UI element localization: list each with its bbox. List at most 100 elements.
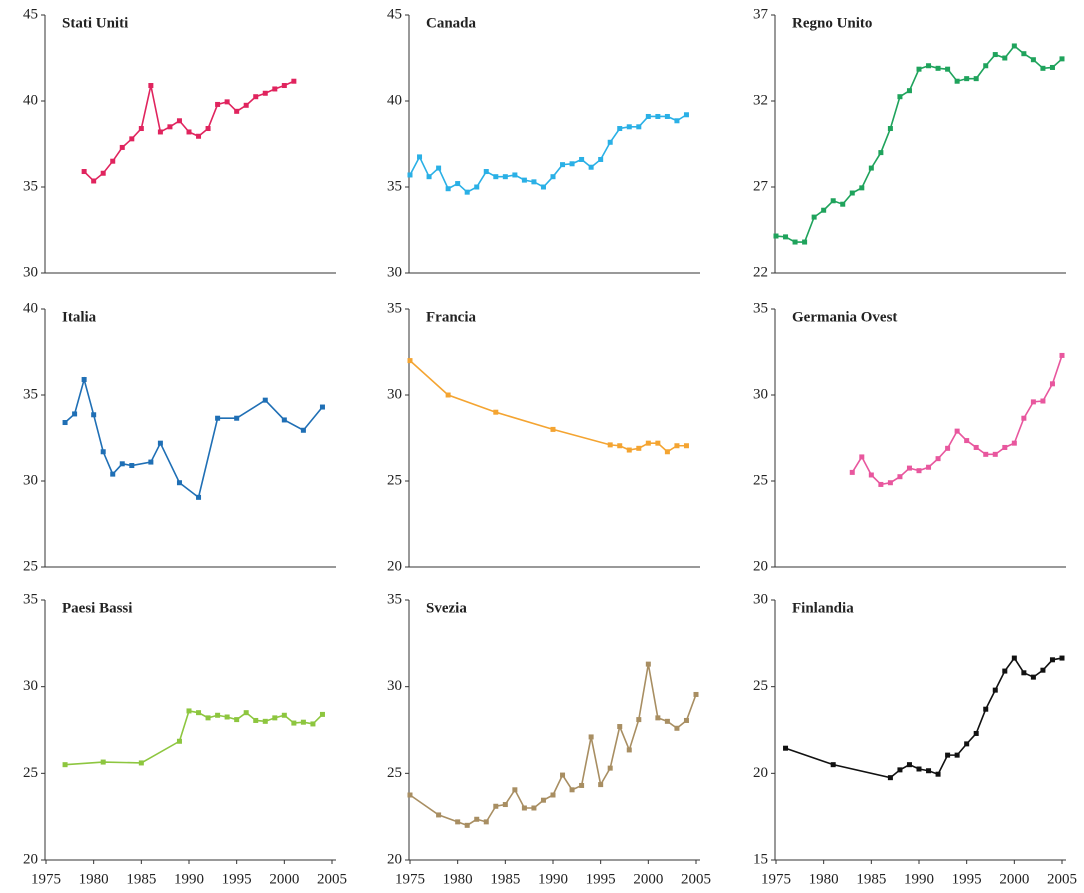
data-point bbox=[655, 715, 661, 721]
data-point bbox=[540, 797, 546, 803]
data-point bbox=[792, 239, 798, 245]
data-point bbox=[291, 78, 297, 84]
data-point bbox=[1040, 65, 1046, 71]
data-point bbox=[483, 169, 489, 175]
data-point bbox=[916, 468, 922, 474]
data-point bbox=[253, 94, 259, 100]
data-point bbox=[617, 724, 623, 730]
data-point bbox=[464, 822, 470, 828]
data-point bbox=[830, 762, 836, 768]
data-point bbox=[215, 415, 221, 421]
data-point bbox=[830, 198, 836, 204]
data-point bbox=[626, 124, 632, 130]
data-point bbox=[196, 710, 202, 716]
data-point bbox=[926, 63, 932, 69]
data-point bbox=[262, 718, 268, 724]
data-point bbox=[521, 177, 527, 183]
data-point bbox=[636, 445, 642, 451]
data-point bbox=[243, 710, 249, 716]
data-point bbox=[281, 83, 287, 89]
data-point bbox=[234, 415, 240, 421]
data-point bbox=[992, 451, 998, 457]
data-point bbox=[1021, 51, 1027, 57]
data-point bbox=[215, 712, 221, 718]
y-tick-label: 40 bbox=[23, 300, 38, 316]
data-point bbox=[598, 156, 604, 162]
data-point bbox=[626, 747, 632, 753]
data-point bbox=[176, 118, 182, 124]
data-point bbox=[674, 725, 680, 731]
data-point bbox=[1059, 655, 1065, 661]
data-point bbox=[550, 174, 556, 180]
data-point bbox=[272, 715, 278, 721]
data-point bbox=[992, 52, 998, 58]
data-line bbox=[409, 663, 697, 827]
data-point bbox=[550, 426, 556, 432]
data-point bbox=[186, 129, 192, 135]
data-point bbox=[983, 451, 989, 457]
data-point bbox=[983, 706, 989, 712]
data-point bbox=[62, 762, 68, 768]
data-point bbox=[560, 772, 566, 778]
data-point bbox=[887, 126, 893, 132]
y-tick-label: 35 bbox=[23, 591, 38, 607]
data-point bbox=[645, 113, 651, 119]
data-point bbox=[1021, 670, 1027, 676]
data-point bbox=[1059, 352, 1065, 358]
data-point bbox=[445, 186, 451, 192]
data-point bbox=[300, 427, 306, 433]
data-point bbox=[849, 190, 855, 196]
data-line bbox=[785, 656, 1063, 779]
y-tick-label: 27 bbox=[753, 178, 769, 194]
y-tick-label: 30 bbox=[753, 386, 768, 402]
data-point bbox=[100, 449, 106, 455]
y-tick-label: 40 bbox=[23, 92, 38, 108]
data-point bbox=[926, 768, 932, 774]
data-point bbox=[502, 802, 508, 808]
data-point bbox=[878, 481, 884, 487]
data-point bbox=[1011, 43, 1017, 49]
data-point bbox=[455, 181, 461, 187]
panel-title: Finlandia bbox=[792, 600, 854, 616]
data-point bbox=[579, 782, 585, 788]
data-point bbox=[849, 469, 855, 475]
data-point bbox=[196, 133, 202, 139]
data-point bbox=[493, 409, 499, 415]
data-point bbox=[945, 752, 951, 758]
x-tick-label: 1980 bbox=[809, 871, 839, 887]
panel-title: Regno Unito bbox=[792, 15, 872, 31]
data-point bbox=[234, 717, 240, 723]
data-point bbox=[973, 76, 979, 82]
data-point bbox=[1002, 55, 1008, 61]
y-tick-label: 20 bbox=[753, 765, 768, 781]
data-point bbox=[531, 179, 537, 185]
data-point bbox=[100, 759, 106, 765]
data-point bbox=[224, 99, 230, 105]
y-tick-label: 25 bbox=[387, 765, 402, 781]
panel-title: Germania Ovest bbox=[792, 309, 897, 325]
y-tick-label: 45 bbox=[23, 6, 38, 22]
data-point bbox=[176, 480, 182, 486]
data-point bbox=[1049, 657, 1055, 663]
y-tick-label: 30 bbox=[23, 264, 38, 280]
data-point bbox=[319, 404, 325, 410]
data-point bbox=[916, 766, 922, 772]
data-point bbox=[186, 708, 192, 714]
data-point bbox=[964, 438, 970, 444]
y-tick-label: 35 bbox=[23, 386, 38, 402]
y-tick-label: 20 bbox=[23, 851, 38, 867]
data-point bbox=[664, 449, 670, 455]
data-point bbox=[906, 465, 912, 471]
data-point bbox=[636, 124, 642, 130]
data-point bbox=[196, 494, 202, 500]
y-tick-label: 25 bbox=[387, 472, 402, 488]
data-point bbox=[1040, 398, 1046, 404]
data-point bbox=[512, 172, 518, 178]
data-point bbox=[897, 94, 903, 100]
data-point bbox=[483, 819, 489, 825]
data-point bbox=[1049, 64, 1055, 70]
y-tick-label: 30 bbox=[23, 472, 38, 488]
data-point bbox=[157, 129, 163, 135]
data-point bbox=[887, 480, 893, 486]
